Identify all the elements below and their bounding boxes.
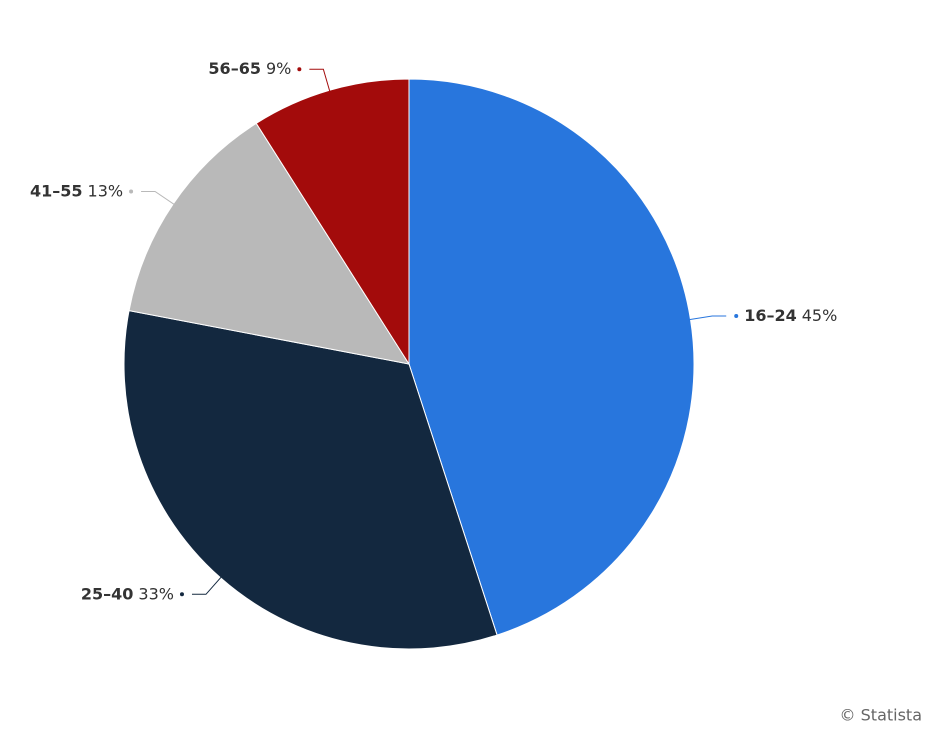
label-dot [129,189,134,194]
connector [309,68,331,93]
value-label: 13% [88,181,124,200]
connector [141,190,176,206]
label-dot [179,592,184,597]
credit: © Statista [840,706,922,725]
category-label: 25–40 [81,584,134,603]
category-label: 41–55 [30,181,83,200]
connector [688,315,727,321]
label-dot [734,313,739,318]
category-label: 56–65 [208,59,261,78]
value-label: 33% [138,584,174,603]
data-label: 16–24 45% [744,305,837,324]
category-label: 16–24 [744,305,797,324]
data-label: 41–55 13% [30,181,123,200]
value-label: 45% [802,305,838,324]
value-label: 9% [266,59,291,78]
data-label: 25–40 33% [81,584,174,603]
data-label: 56–65 9% [208,59,291,78]
connector [191,575,223,595]
label-dot [297,67,302,72]
